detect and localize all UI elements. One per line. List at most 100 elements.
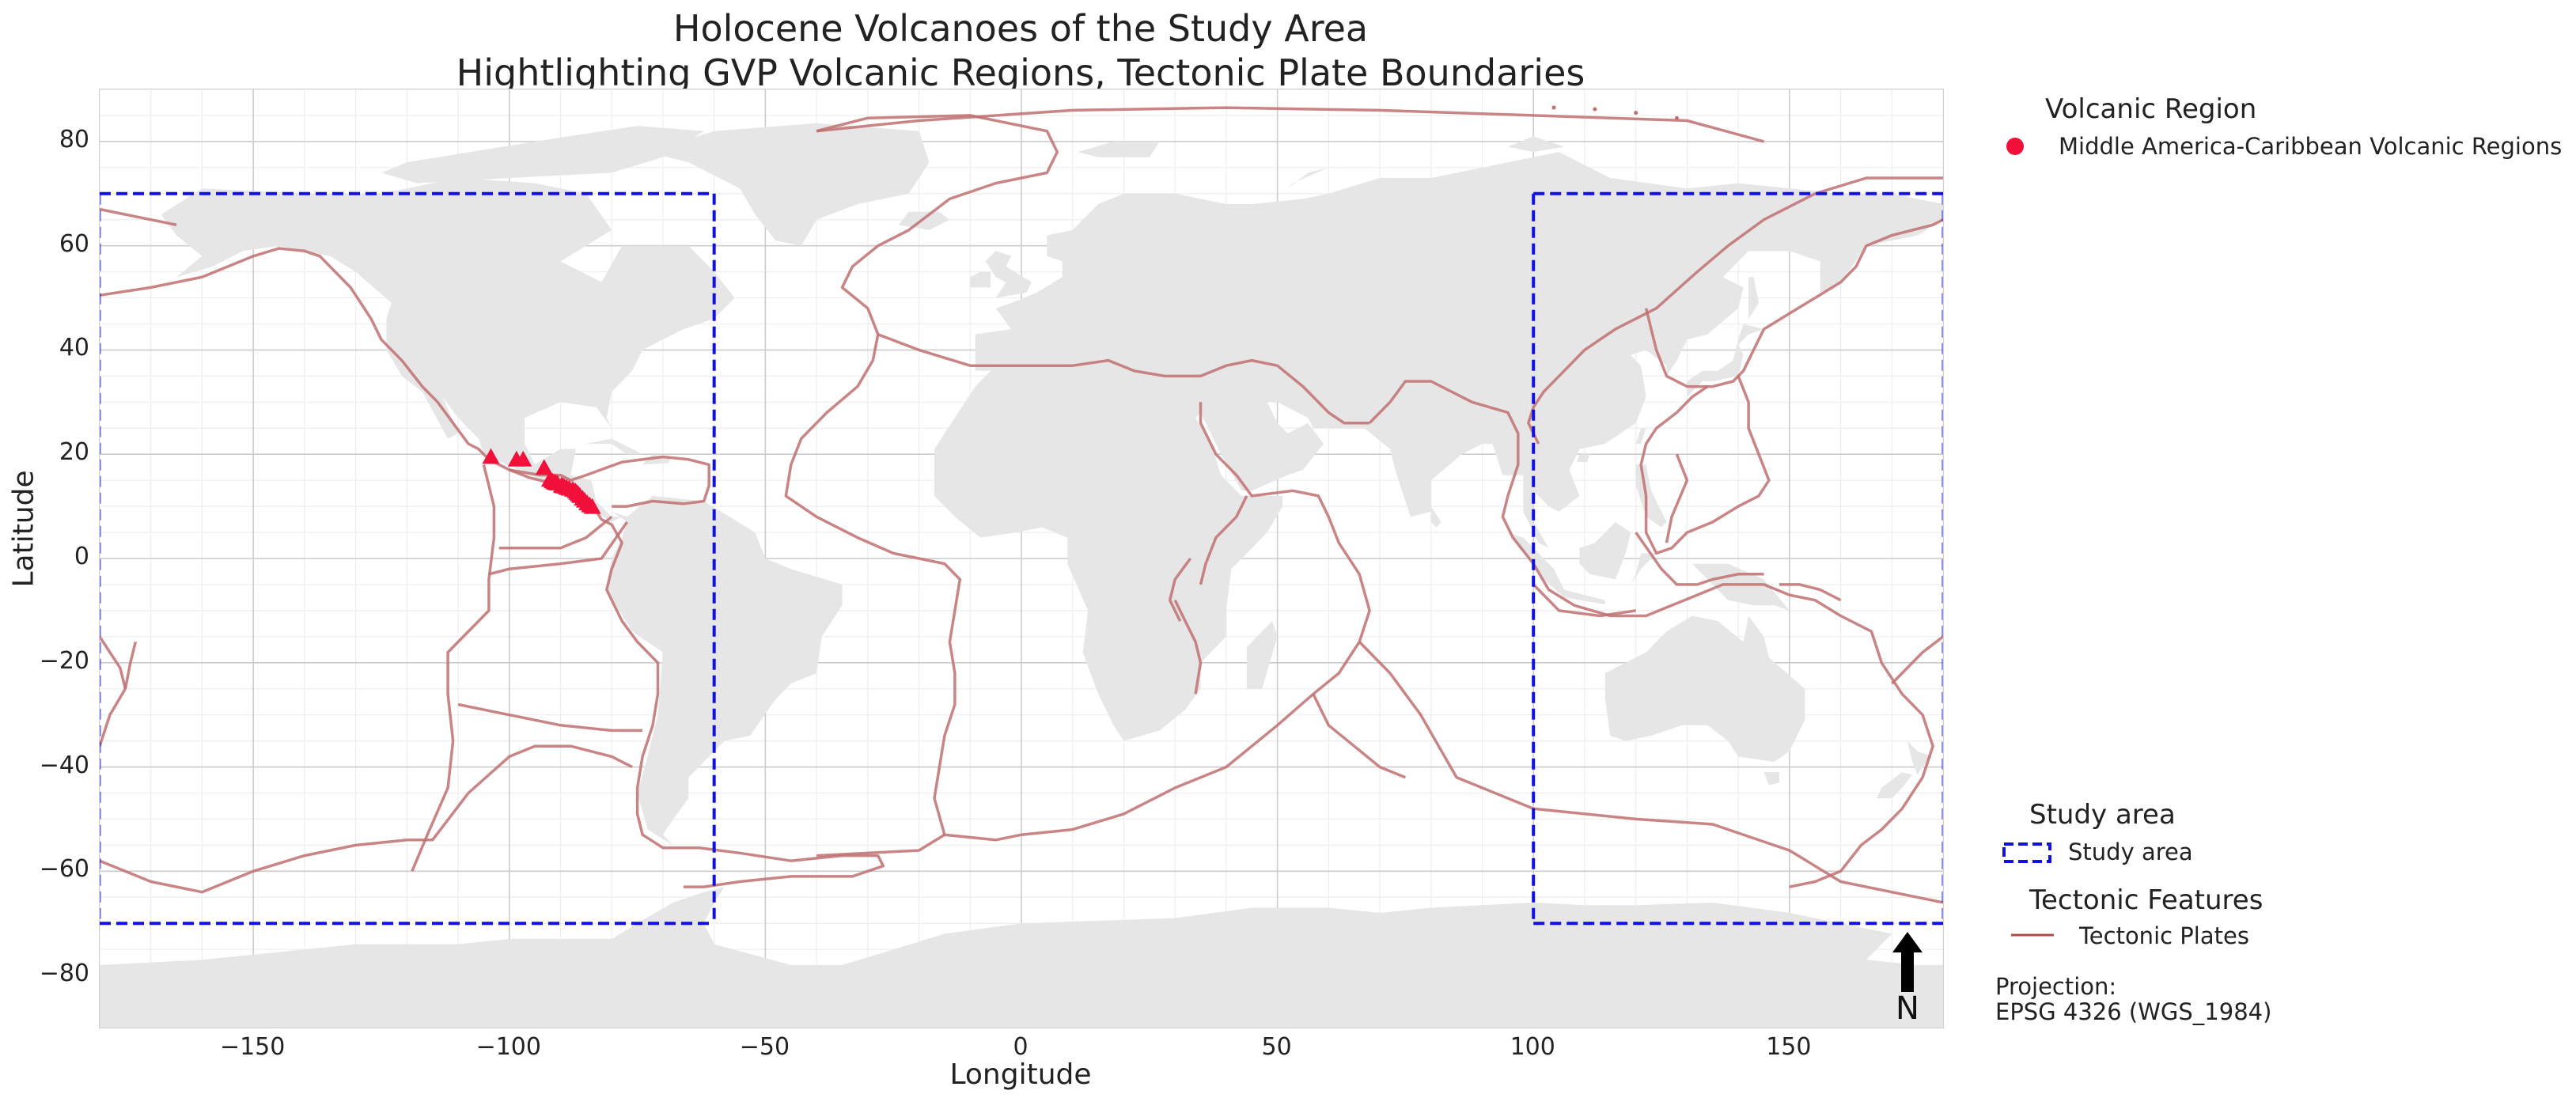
y-tick-label: 80	[59, 125, 89, 153]
volcano-layer	[482, 448, 601, 514]
plate-boundary-line	[1173, 599, 1203, 695]
landmass-hainan	[1577, 454, 1590, 463]
plate-boundary-dot	[1634, 111, 1638, 115]
landmass-arabia-fix	[1154, 313, 1237, 392]
legend-study-area-item: Study area	[2068, 839, 2193, 865]
y-tick-label: 20	[59, 438, 89, 467]
x-tick-label: 100	[1510, 1033, 1555, 1061]
volcano-marker	[535, 459, 553, 475]
landmass-cuba	[585, 438, 643, 455]
plate-boundary-line	[1527, 176, 1943, 445]
landmass-tasmania	[1763, 772, 1779, 786]
plate-boundary-dot	[1593, 107, 1597, 112]
landmass-svalbard	[1078, 141, 1160, 157]
x-tick-label: −150	[219, 1033, 286, 1061]
legend-volcanic-region-item: Middle America-Caribbean Volcanic Region…	[2059, 133, 2563, 160]
plate-boundary-line	[1635, 532, 1764, 586]
landmass-australia	[1604, 615, 1805, 762]
plate-boundary-line	[1644, 218, 1943, 388]
landmass-taiwan	[1635, 428, 1646, 444]
landmass-new-zealand-s	[1876, 772, 1913, 799]
landmass-ireland	[970, 271, 991, 288]
landmass-sri-lanka	[1430, 506, 1441, 528]
plate-boundary-line	[488, 521, 629, 576]
y-tick-label: 60	[59, 229, 89, 258]
landmass-iceland	[898, 211, 950, 230]
legend-study-area-title: Study area	[2029, 799, 2176, 831]
landmass-arctic-islands	[381, 126, 704, 184]
plate-boundary-line	[509, 455, 710, 508]
plate-boundary-line	[1779, 583, 1842, 602]
x-tick-label: −50	[739, 1033, 790, 1061]
landmass-scandinavia-fix	[1047, 214, 1150, 272]
north-arrow-icon	[1892, 932, 1923, 992]
legend-tectonic-title: Tectonic Features	[2029, 884, 2263, 916]
plate-boundary-line	[816, 833, 945, 858]
landmass-greenland	[647, 123, 930, 246]
x-tick-label: 150	[1766, 1033, 1812, 1061]
y-tick-label: −40	[39, 751, 89, 779]
landmass-south-america	[606, 495, 843, 846]
plate-boundary-line	[411, 464, 496, 872]
plate-boundary-line	[100, 247, 885, 888]
legend-tectonic-line-icon	[2011, 933, 2054, 937]
plate-boundary-line	[100, 744, 633, 894]
landmass-antarctica	[100, 887, 1943, 1028]
landmass-hispaniola	[642, 454, 671, 465]
legend-volcanic-region-title: Volcanic Region	[2045, 93, 2257, 125]
legend-study-area-swatch-icon	[2002, 842, 2051, 863]
projection-value: EPSG 4326 (WGS_1984)	[1995, 998, 2272, 1025]
plate-boundary-line	[1358, 641, 1943, 904]
volcano-marker	[514, 450, 532, 467]
landmass-borneo	[1579, 521, 1631, 580]
volcano-marker	[482, 448, 500, 464]
plate-boundary-line	[877, 333, 1370, 425]
landmass-kamchatka-fix	[1820, 245, 1856, 293]
y-tick-label: −80	[39, 960, 89, 988]
y-tick-label: −60	[39, 855, 89, 884]
plate-boundary-line	[100, 207, 177, 227]
x-tick-label: 0	[1013, 1033, 1029, 1061]
landmass-british-isles	[985, 251, 1032, 298]
projection-label: Projection:	[1995, 973, 2117, 1000]
map-panel[interactable]	[99, 89, 1944, 1028]
volcano-marker	[583, 498, 601, 514]
landmass-madagascar	[1246, 621, 1278, 689]
chart-title-line2: Hightlighting GVP Volcanic Regions, Tect…	[456, 51, 1585, 94]
landmass-new-guinea	[1691, 563, 1790, 611]
x-axis-label: Longitude	[949, 1058, 1092, 1091]
y-axis-label: Latitude	[7, 470, 40, 588]
y-tick-label: −20	[39, 646, 89, 675]
north-arrow-label: N	[1896, 990, 1919, 1027]
landmass-japan	[1687, 324, 1764, 397]
plate-boundary-line	[1312, 693, 1407, 779]
plate-boundary-line	[1665, 453, 1689, 543]
x-tick-label: −100	[475, 1033, 541, 1061]
plate-boundary-line	[457, 702, 643, 733]
land-layer	[100, 123, 1943, 1028]
plate-boundary-line	[1168, 557, 1192, 622]
plate-boundary-line	[1368, 380, 1934, 888]
plate-boundary-line	[100, 635, 127, 690]
landmass-sulawesi	[1631, 553, 1657, 585]
plate-boundary-line	[1639, 375, 1771, 555]
landmass-sakhalin	[1748, 277, 1759, 319]
landmass-philippines	[1635, 464, 1667, 528]
tectonic-plate-layer	[100, 105, 1943, 904]
plate-boundary-line	[498, 515, 613, 550]
landmass-severnaya	[1507, 136, 1565, 153]
plate-boundary-dot	[1674, 115, 1679, 120]
plate-boundary-line	[1532, 583, 1636, 618]
map-canvas	[100, 89, 1943, 1028]
plate-boundary-line	[100, 641, 137, 747]
chart-title-line1: Holocene Volcanoes of the Study Area	[672, 7, 1369, 50]
landmass-new-zealand-n	[1907, 740, 1934, 775]
legend-volcano-marker-icon	[2006, 138, 2024, 155]
y-tick-label: 40	[59, 334, 89, 362]
landmass-north-america	[161, 178, 735, 522]
legend-tectonic-item: Tectonic Plates	[2079, 922, 2249, 949]
plate-boundary-dot	[1551, 105, 1556, 110]
landmass-europe-med	[975, 313, 1155, 371]
x-tick-label: 50	[1261, 1033, 1292, 1061]
y-tick-label: 0	[74, 543, 89, 570]
